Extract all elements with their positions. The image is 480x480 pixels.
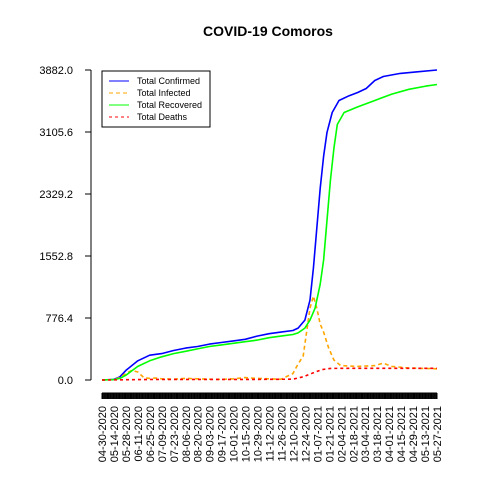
- y-tick-label: 3882.0: [39, 65, 73, 77]
- chart-title: COVID-19 Comoros: [203, 23, 333, 39]
- x-tick-label: 06-11-2020: [133, 406, 145, 461]
- x-tick-label: 02-18-2021: [348, 406, 360, 462]
- x-tick-label: 03-04-2021: [360, 406, 372, 462]
- y-tick-label: 776.4: [45, 313, 73, 325]
- x-tick-label: 01-07-2021: [312, 406, 324, 462]
- legend-label: Total Infected: [137, 88, 191, 98]
- legend-box: [101, 70, 211, 128]
- x-tick-label: 10-29-2020: [253, 406, 265, 462]
- series-line: [101, 367, 437, 381]
- y-tick-label: 3105.6: [39, 127, 73, 139]
- series-line: [101, 69, 438, 381]
- y-tick-label: 1552.8: [39, 251, 73, 263]
- x-tick-label: 05-27-2021: [432, 406, 444, 462]
- y-tick-label: 0.0: [58, 375, 73, 387]
- x-tick-label: 02-04-2021: [336, 406, 348, 462]
- x-tick-label: 04-01-2021: [384, 406, 396, 462]
- series-line: [101, 295, 438, 381]
- legend: Total Confirmed Total Infected Total Recov…: [101, 70, 211, 128]
- x-tick-label: 08-06-2020: [181, 406, 193, 462]
- legend-label: Total Deaths: [137, 112, 188, 122]
- x-tick-label: 07-09-2020: [157, 406, 169, 462]
- x-tick-label: 08-20-2020: [193, 406, 205, 462]
- x-tick-label: 05-28-2020: [121, 406, 133, 462]
- legend-label: Total Recovered: [137, 100, 202, 110]
- legend-label: Total Confirmed: [137, 76, 200, 86]
- x-tick-label: 03-18-2021: [372, 406, 384, 462]
- series-lines: [101, 69, 438, 381]
- x-tick-label: 09-17-2020: [217, 406, 229, 462]
- x-tick-label: 12-24-2020: [300, 406, 312, 462]
- x-tick-label: 05-13-2021: [420, 406, 432, 462]
- x-tick-label: 01-21-2021: [324, 406, 336, 462]
- x-tick-label: 09-03-2020: [205, 406, 217, 462]
- x-tick-label: 04-29-2021: [408, 406, 420, 462]
- x-tick-label: 10-15-2020: [241, 406, 253, 462]
- x-tick-label: 11-12-2020: [265, 406, 277, 461]
- x-tick-label: 10-01-2020: [229, 406, 241, 462]
- x-tick-label: 11-26-2020: [276, 406, 288, 461]
- y-tick-label: 2329.2: [39, 189, 73, 201]
- x-tick-label: 06-25-2020: [145, 406, 157, 462]
- series-line: [101, 83, 438, 381]
- x-tick-label: 05-14-2020: [109, 406, 121, 462]
- x-tick-label: 07-23-2020: [169, 406, 181, 462]
- axes: 0.0 776.4 1552.8 2329.2 3105.6 3882.0 04-30-20…: [39, 65, 444, 462]
- x-tick-label: 04-15-2021: [396, 406, 408, 462]
- x-tick-label: 12-10-2020: [288, 406, 300, 462]
- x-tick-label: 04-30-2020: [97, 406, 109, 462]
